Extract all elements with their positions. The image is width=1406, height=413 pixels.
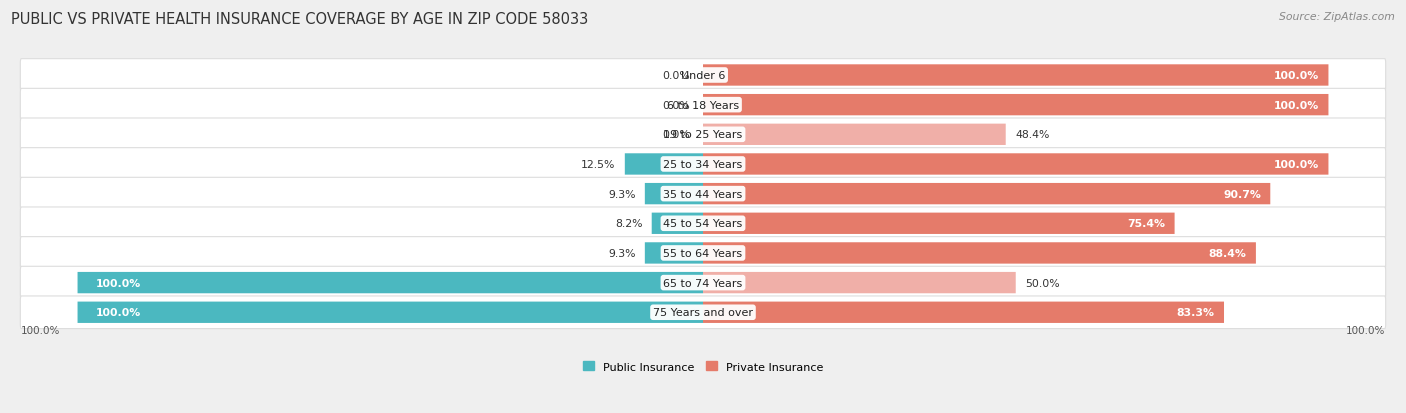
FancyBboxPatch shape <box>645 183 703 205</box>
FancyBboxPatch shape <box>77 272 703 294</box>
Text: 19 to 25 Years: 19 to 25 Years <box>664 130 742 140</box>
Text: 100.0%: 100.0% <box>96 278 142 288</box>
FancyBboxPatch shape <box>703 154 1329 175</box>
Text: 25 to 34 Years: 25 to 34 Years <box>664 159 742 170</box>
FancyBboxPatch shape <box>20 89 1386 122</box>
FancyBboxPatch shape <box>703 183 1270 205</box>
FancyBboxPatch shape <box>703 243 1256 264</box>
Text: 12.5%: 12.5% <box>581 159 616 170</box>
Text: 8.2%: 8.2% <box>614 219 643 229</box>
FancyBboxPatch shape <box>703 272 1015 294</box>
FancyBboxPatch shape <box>703 95 1329 116</box>
FancyBboxPatch shape <box>652 213 703 235</box>
Text: 45 to 54 Years: 45 to 54 Years <box>664 219 742 229</box>
Text: 100.0%: 100.0% <box>1274 100 1319 110</box>
FancyBboxPatch shape <box>20 148 1386 181</box>
Text: 35 to 44 Years: 35 to 44 Years <box>664 189 742 199</box>
Text: PUBLIC VS PRIVATE HEALTH INSURANCE COVERAGE BY AGE IN ZIP CODE 58033: PUBLIC VS PRIVATE HEALTH INSURANCE COVER… <box>11 12 589 27</box>
Text: 48.4%: 48.4% <box>1015 130 1049 140</box>
FancyBboxPatch shape <box>20 296 1386 329</box>
Text: Under 6: Under 6 <box>681 71 725 81</box>
Text: 9.3%: 9.3% <box>607 189 636 199</box>
FancyBboxPatch shape <box>703 302 1225 323</box>
Text: 50.0%: 50.0% <box>1025 278 1060 288</box>
FancyBboxPatch shape <box>703 65 1329 86</box>
Text: 90.7%: 90.7% <box>1223 189 1261 199</box>
Text: 55 to 64 Years: 55 to 64 Years <box>664 248 742 258</box>
FancyBboxPatch shape <box>703 124 1005 146</box>
Text: 100.0%: 100.0% <box>1274 159 1319 170</box>
FancyBboxPatch shape <box>20 119 1386 151</box>
FancyBboxPatch shape <box>20 178 1386 211</box>
Text: 83.3%: 83.3% <box>1177 308 1215 318</box>
Text: 100.0%: 100.0% <box>1346 325 1385 336</box>
FancyBboxPatch shape <box>20 237 1386 270</box>
Text: 75 Years and over: 75 Years and over <box>652 308 754 318</box>
Text: 75.4%: 75.4% <box>1128 219 1166 229</box>
Text: 0.0%: 0.0% <box>662 100 690 110</box>
FancyBboxPatch shape <box>20 267 1386 299</box>
FancyBboxPatch shape <box>645 243 703 264</box>
Text: Source: ZipAtlas.com: Source: ZipAtlas.com <box>1279 12 1395 22</box>
Text: 100.0%: 100.0% <box>96 308 142 318</box>
FancyBboxPatch shape <box>20 59 1386 92</box>
FancyBboxPatch shape <box>20 207 1386 240</box>
Text: 9.3%: 9.3% <box>607 248 636 258</box>
Text: 0.0%: 0.0% <box>662 71 690 81</box>
Text: 100.0%: 100.0% <box>21 325 60 336</box>
Text: 6 to 18 Years: 6 to 18 Years <box>666 100 740 110</box>
FancyBboxPatch shape <box>624 154 703 175</box>
Text: 0.0%: 0.0% <box>662 130 690 140</box>
Legend: Public Insurance, Private Insurance: Public Insurance, Private Insurance <box>579 357 827 376</box>
FancyBboxPatch shape <box>703 213 1174 235</box>
Text: 65 to 74 Years: 65 to 74 Years <box>664 278 742 288</box>
FancyBboxPatch shape <box>77 302 703 323</box>
Text: 88.4%: 88.4% <box>1209 248 1247 258</box>
Text: 100.0%: 100.0% <box>1274 71 1319 81</box>
